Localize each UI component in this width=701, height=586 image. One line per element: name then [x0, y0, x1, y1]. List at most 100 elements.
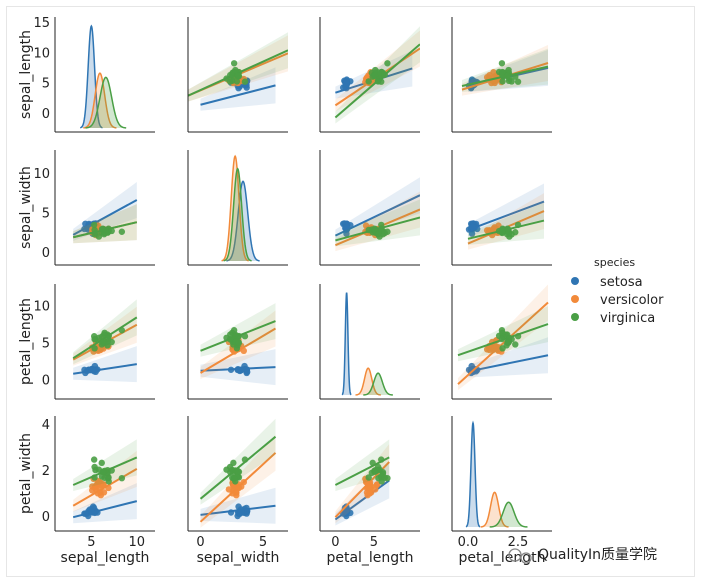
scatter-point-virginica — [91, 474, 98, 481]
scatter-point-setosa — [89, 366, 97, 374]
scatter-point-setosa — [235, 366, 242, 374]
scatter-point-virginica — [101, 329, 108, 336]
scatter-point-virginica — [498, 228, 506, 235]
panel-plot-area — [334, 439, 391, 526]
x-tick-label: 0 — [196, 535, 204, 550]
x-tick-label: 0 — [331, 535, 339, 550]
regression-line-setosa — [467, 200, 545, 232]
scatter-point-virginica — [504, 72, 511, 80]
scatter-point-virginica — [99, 468, 106, 476]
scatter-point-virginica — [235, 72, 243, 80]
panel-r1-c3 — [451, 150, 552, 266]
watermark-logo-icon-2 — [520, 552, 532, 564]
scatter-point-virginica — [91, 345, 98, 352]
y-tick-label: 0 — [42, 246, 50, 261]
scatter-point-virginica — [512, 73, 519, 80]
kde-fill-virginica — [489, 502, 528, 527]
scatter-point-virginica — [365, 78, 372, 85]
panel-r2-c3 — [451, 284, 552, 400]
scatter-point-virginica — [508, 78, 515, 85]
scatter-point-virginica — [108, 227, 115, 235]
scatter-point-virginica — [233, 78, 241, 85]
scatter-point-virginica — [230, 327, 238, 334]
panel-r2-c2 — [319, 284, 420, 400]
scatter-point-versicolor — [100, 489, 108, 496]
scatter-point-virginica — [499, 345, 506, 352]
panel-r2-c1 — [187, 284, 288, 400]
scatter-point-versicolor — [100, 481, 107, 489]
y-tick-label: 4 — [42, 418, 50, 433]
scatter-point-virginica — [384, 60, 391, 67]
panel-plot-area — [461, 45, 549, 96]
watermark: QualityIn质量学院 — [508, 547, 657, 564]
panel-plot-area — [334, 177, 420, 252]
scatter-point-versicolor — [94, 490, 102, 497]
scatter-point-virginica — [372, 66, 379, 74]
scatter-point-virginica — [99, 225, 106, 232]
panel-r1-c2 — [319, 150, 420, 266]
legend-label-setosa: setosa — [600, 275, 643, 290]
legend-title: species — [594, 256, 635, 269]
x-axis-label: sepal_length — [61, 550, 150, 566]
scatter-point-versicolor — [235, 484, 242, 491]
x-axis-label: petal_length — [326, 550, 413, 566]
kde-fill-setosa — [466, 422, 480, 527]
scatter-point-virginica — [99, 339, 106, 346]
scatter-point-virginica — [365, 226, 372, 234]
kde-line-versicolor — [355, 367, 381, 396]
regression-line-setosa — [467, 354, 549, 373]
scatter-point-setosa — [88, 508, 95, 516]
panel-plot-area — [72, 181, 138, 244]
scatter-point-virginica — [371, 225, 378, 232]
kde-line-versicolor — [221, 154, 249, 262]
y-axis-label: sepal_width — [18, 166, 34, 249]
x-tick-label: 0.0 — [458, 535, 479, 550]
regression-line-virginica — [72, 316, 138, 360]
legend-marker-virginica — [571, 313, 579, 321]
kde-line-versicolor — [480, 491, 509, 528]
scatter-point-virginica — [371, 72, 378, 80]
panel-plot-area — [72, 439, 138, 524]
scatter-point-setosa — [343, 230, 350, 237]
scatter-point-virginica — [108, 338, 115, 346]
kde-line-setosa — [341, 292, 352, 396]
kde-line-virginica — [363, 372, 393, 396]
y-tick-label: 0 — [42, 373, 50, 388]
legend-label-virginica: virginica — [600, 311, 655, 326]
scatter-point-virginica — [118, 228, 126, 235]
scatter-point-setosa — [82, 510, 89, 517]
scatter-point-virginica — [374, 231, 382, 238]
kde-line-setosa — [80, 24, 103, 129]
panel-r0-c2 — [319, 17, 420, 133]
x-tick-label: 5 — [87, 535, 95, 550]
panel-r0-c1 — [187, 17, 288, 133]
kde-fill-versicolor — [221, 156, 249, 261]
y-tick-label: 5 — [42, 206, 50, 221]
scatter-point-virginica — [508, 231, 515, 238]
scatter-point-virginica — [375, 475, 382, 482]
kde-line-setosa — [465, 420, 481, 528]
scatter-point-setosa — [238, 508, 245, 516]
y-tick-label: 0 — [42, 510, 50, 525]
y-tick-label: 10 — [33, 46, 50, 61]
regression-line-versicolor — [457, 301, 549, 385]
scatter-point-virginica — [514, 221, 522, 229]
panel-plot-area — [199, 303, 277, 386]
scatter-point-virginica — [512, 341, 519, 348]
scatter-point-setosa — [94, 509, 101, 516]
kde-fill-virginica — [85, 77, 127, 128]
scatter-point-setosa — [227, 366, 235, 373]
scatter-point-virginica — [498, 327, 506, 334]
scatter-point-virginica — [499, 78, 506, 85]
scatter-point-virginica — [235, 468, 243, 476]
scatter-point-setosa — [235, 503, 242, 510]
scatter-point-virginica — [498, 335, 506, 343]
scatter-point-virginica — [230, 60, 238, 67]
y-tick-label: 10 — [33, 299, 50, 314]
panel-plot-area — [72, 299, 138, 383]
panel-plot-area — [221, 154, 260, 262]
scatter-point-virginica — [378, 78, 385, 85]
